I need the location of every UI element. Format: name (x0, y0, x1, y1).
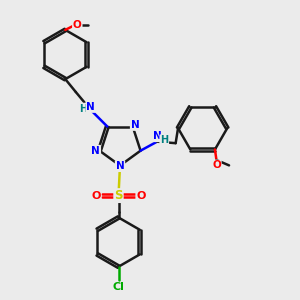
Text: H: H (160, 135, 168, 145)
Text: Cl: Cl (112, 282, 124, 292)
Text: N: N (92, 146, 100, 156)
Text: N: N (153, 131, 161, 141)
Text: H: H (79, 103, 87, 113)
Text: N: N (86, 102, 95, 112)
Text: N: N (131, 120, 140, 130)
Text: O: O (73, 20, 82, 29)
Text: O: O (91, 190, 101, 201)
Text: O: O (212, 160, 221, 170)
Text: O: O (136, 190, 146, 201)
Text: S: S (114, 189, 123, 202)
Text: N: N (116, 161, 124, 171)
